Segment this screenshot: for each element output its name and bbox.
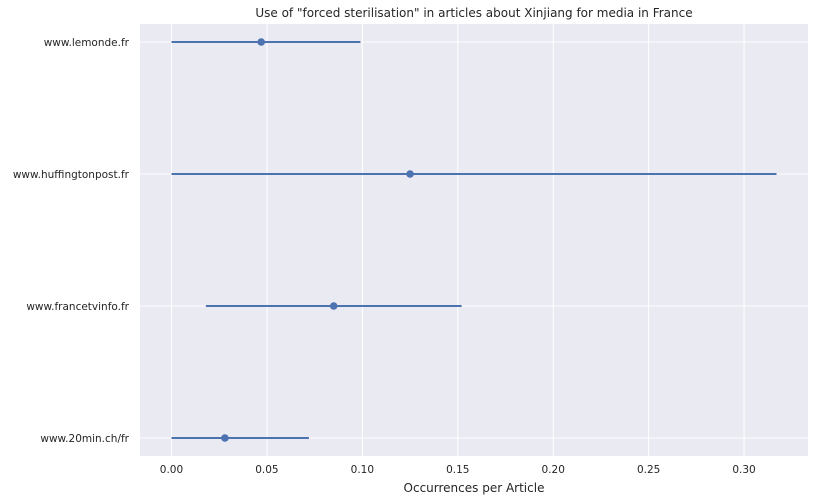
y-tick-label: www.huffingtonpost.fr <box>13 169 130 181</box>
plot-area <box>140 24 808 456</box>
data-points <box>221 38 414 442</box>
y-tick-label: www.lemonde.fr <box>44 37 130 49</box>
y-tick-labels: www.lemonde.fr www.huffingtonpost.fr www.f… <box>13 37 130 445</box>
y-tick-label: www.20min.ch/fr <box>40 433 129 445</box>
data-point <box>221 434 229 442</box>
x-tick-label: 0.15 <box>446 464 469 476</box>
x-axis-label: Occurrences per Article <box>404 481 545 495</box>
x-tick-label: 0.00 <box>160 464 183 476</box>
x-tick-label: 0.30 <box>732 464 755 476</box>
data-point <box>329 302 338 310</box>
x-tick-label: 0.10 <box>351 464 374 476</box>
x-gridlines <box>170 24 745 456</box>
y-tick-label: www.francetvinfo.fr <box>26 301 129 313</box>
x-tick-label: 0.05 <box>255 464 278 476</box>
data-point <box>406 170 414 178</box>
x-tick-label: 0.25 <box>637 464 660 476</box>
x-tick-label: 0.20 <box>542 464 565 476</box>
x-tick-labels: 0.00 0.05 0.10 0.15 0.20 0.25 0.30 <box>160 464 756 476</box>
data-point <box>257 38 265 46</box>
chart-title: Use of "forced sterilisation" in article… <box>255 6 692 20</box>
